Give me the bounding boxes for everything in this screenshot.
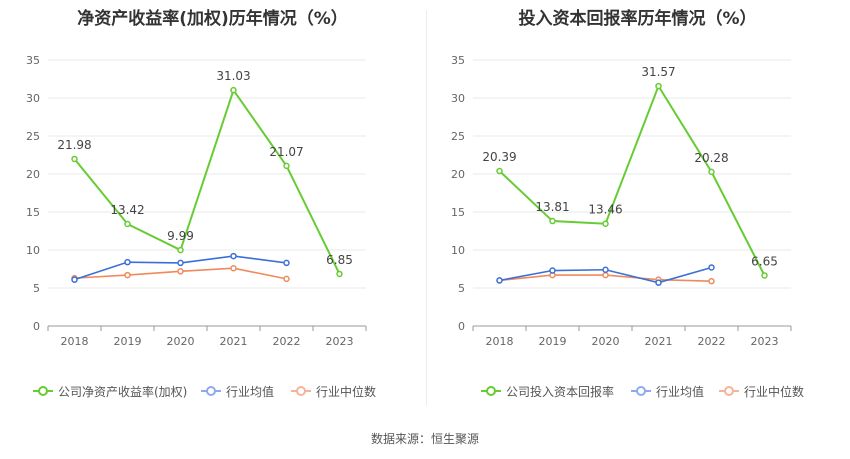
data-point [71,276,78,283]
legend-line-marker-icon [33,386,53,396]
data-point [708,277,715,285]
data-point [124,220,131,228]
y-tick-label: 5 [458,282,465,295]
y-tick-label: 20 [451,168,465,181]
data-point [496,167,503,175]
data-label: 21.98 [57,138,91,152]
data-point [71,155,78,163]
data-source-note: 数据来源：恒生聚源 [370,432,479,446]
data-point [230,264,237,272]
data-label: 20.28 [694,151,728,165]
y-tick-label: 0 [458,320,465,333]
x-tick-label: 2023 [326,335,354,348]
data-point [602,271,609,279]
y-tick-label: 30 [26,92,40,105]
data-label: 9.99 [167,229,194,243]
roe-chart-panel: 净资产收益率(加权)历年情况（%） 0 5 10 15 20 25 30 35 2018 2019… [0,0,425,420]
x-tick-label: 2019 [539,335,567,348]
data-point [496,277,503,284]
legend-line-marker-icon [291,386,311,396]
data-point [708,264,715,271]
data-point [761,272,768,279]
data-label: 13.81 [535,200,569,214]
data-label: 13.46 [588,203,622,217]
x-tick-label: 2019 [114,335,142,348]
data-point [124,271,131,279]
data-point [230,252,237,260]
y-tick-label: 30 [451,92,465,105]
y-tick-label: 35 [451,54,465,67]
data-point [283,162,290,170]
data-point [602,266,609,274]
x-tick-label: 2022 [698,335,726,348]
y-tick-label: 0 [33,320,40,333]
chart-title: 投入资本回报率历年情况（%） [518,9,757,29]
series-line [73,87,341,275]
legend-label: 行业均值 [226,384,275,399]
x-tick-label: 2022 [273,335,301,348]
data-point [549,217,556,225]
data-point [230,86,237,94]
chart-title: 净资产收益率(加权)历年情况（%） [77,9,348,29]
legend-line-marker-icon [631,386,651,396]
legend-item[interactable]: 行业中位数 [290,382,376,400]
y-tick-label: 25 [26,130,40,143]
data-label: 13.42 [110,203,144,217]
data-point [336,270,343,278]
data-point [602,220,609,227]
legend-label: 公司投入资本回报率 [506,384,615,399]
y-tick-label: 10 [451,244,465,257]
legend-line-marker-icon [719,386,739,396]
roic-chart-panel: 投入资本回报率历年情况（%） 0 5 10 15 20 25 30 35 2018 2019 202… [425,0,850,420]
data-point [177,268,184,275]
data-point [283,275,290,283]
y-tick-label: 10 [26,244,40,257]
roic-line-chart: 0 5 10 15 20 25 30 35 2018 2019 2020 2021 2022 2023 20… [451,54,792,348]
legend-label: 行业中位数 [744,384,805,399]
legend: 公司净资产收益率(加权) 行业均值 行业中位数 [0,382,425,400]
x-tick-label: 2021 [220,335,248,348]
legend-label: 行业中位数 [316,384,377,399]
data-point [655,279,662,286]
data-label: 20.39 [482,150,516,164]
data-point [549,267,556,274]
y-tick-label: 15 [451,206,465,219]
data-label: 31.03 [216,69,250,83]
x-tick-label: 2020 [592,335,620,348]
data-point [283,259,290,267]
legend-label: 公司净资产收益率(加权) [58,384,188,399]
y-tick-label: 25 [451,130,465,143]
x-tick-label: 2020 [167,335,195,348]
y-tick-label: 20 [26,168,40,181]
x-tick-label: 2021 [645,335,673,348]
legend-item[interactable]: 行业均值 [200,382,274,400]
data-point [124,258,131,266]
data-label: 6.85 [326,253,353,267]
legend-label: 行业均值 [656,384,705,399]
x-tick-label: 2018 [486,335,514,348]
data-label: 21.07 [269,145,303,159]
x-tick-label: 2023 [751,335,779,348]
y-tick-label: 5 [33,282,40,295]
data-label: 31.57 [641,65,675,79]
roe-line-chart: 0 5 10 15 20 25 30 35 2018 2019 2020 2021 2022 2023 21… [26,54,367,348]
y-tick-label: 35 [26,54,40,67]
data-label: 6.65 [751,254,778,268]
data-point [655,82,662,90]
data-point [177,246,184,254]
data-point [708,168,715,176]
legend-item[interactable]: 行业均值 [630,382,704,400]
data-point [177,259,184,267]
legend-item[interactable]: 行业中位数 [718,382,804,400]
x-tick-label: 2018 [61,335,89,348]
panel-divider [426,10,427,405]
series-line [498,83,766,276]
y-tick-label: 15 [26,206,40,219]
legend-item[interactable]: 公司投入资本回报率 [480,382,614,400]
legend-line-marker-icon [481,386,501,396]
legend: 公司投入资本回报率 行业均值 行业中位数 [425,382,850,400]
legend-line-marker-icon [201,386,221,396]
legend-item[interactable]: 公司净资产收益率(加权) [32,382,187,400]
